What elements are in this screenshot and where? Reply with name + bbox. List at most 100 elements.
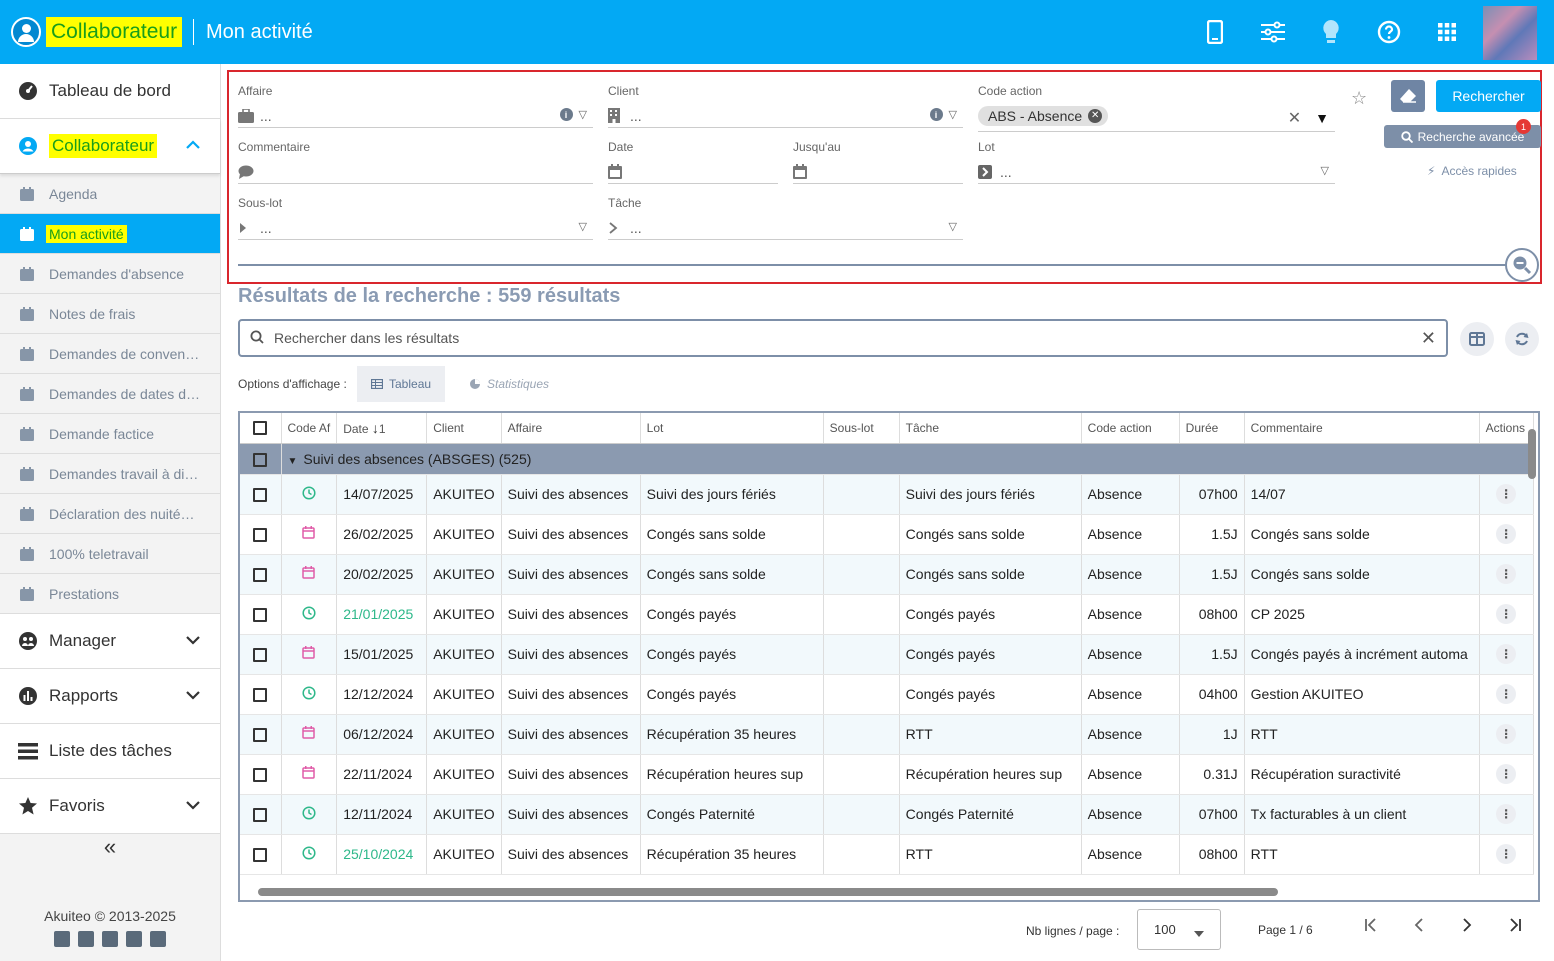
sidebar-item-sub[interactable]: Notes de frais	[0, 294, 220, 334]
date-field[interactable]: Date	[608, 140, 778, 184]
app-title[interactable]: Collaborateur	[46, 17, 183, 47]
facebook-icon[interactable]	[126, 931, 142, 947]
tab-tableau[interactable]: Tableau	[357, 366, 446, 402]
vertical-scrollbar[interactable]	[1528, 429, 1536, 479]
column-header[interactable]: Durée	[1179, 413, 1245, 444]
table-row[interactable]: 26/02/2025 AKUITEO Suivi des absences Congé…	[240, 514, 1534, 555]
dropdown-caret-icon[interactable]: ▽	[948, 109, 957, 121]
table-row[interactable]: 12/12/2024 AKUITEO Suivi des absences Congé…	[240, 674, 1534, 715]
table-row[interactable]: 25/10/2024 AKUITEO Suivi des absences Récup…	[240, 834, 1534, 875]
chevron-up-icon[interactable]	[186, 137, 200, 155]
sidebar-item-sub[interactable]: Demandes travail à di…	[0, 454, 220, 494]
linkedin-icon[interactable]	[102, 931, 118, 947]
more-actions-icon[interactable]: ⋮	[1496, 484, 1517, 504]
clear-icon[interactable]: ✕	[1287, 110, 1302, 127]
lot-field[interactable]: Lot ... ▽	[978, 140, 1335, 184]
more-actions-icon[interactable]: ⋮	[1496, 684, 1517, 704]
sidebar-item-sub[interactable]: Mon activité	[0, 214, 220, 254]
row-checkbox[interactable]	[240, 514, 282, 555]
row-checkbox[interactable]	[240, 554, 282, 595]
clear-icon[interactable]: ✕	[1420, 328, 1436, 348]
tache-field[interactable]: Tâche ... ▽	[608, 196, 963, 240]
row-checkbox[interactable]	[240, 594, 282, 635]
rechercher-button[interactable]: Rechercher	[1436, 80, 1541, 112]
refresh-button[interactable]	[1505, 322, 1539, 356]
column-header[interactable]: Client	[426, 413, 502, 444]
table-row[interactable]: 12/11/2024 AKUITEO Suivi des absences Congé…	[240, 794, 1534, 835]
chevron-down-icon[interactable]	[186, 687, 200, 705]
row-checkbox[interactable]	[240, 834, 282, 875]
column-header[interactable]: Lot	[640, 413, 824, 444]
table-row[interactable]: 22/11/2024 AKUITEO Suivi des absences Récup…	[240, 754, 1534, 795]
group-checkbox[interactable]	[240, 443, 282, 475]
collapse-sidebar-button[interactable]: «	[103, 834, 117, 859]
more-actions-icon[interactable]: ⋮	[1496, 844, 1517, 864]
mobile-icon[interactable]	[1201, 18, 1229, 46]
column-header[interactable]: Affaire	[501, 413, 641, 444]
table-row[interactable]: 20/02/2025 AKUITEO Suivi des absences Congé…	[240, 554, 1534, 595]
columns-button[interactable]	[1460, 322, 1494, 356]
code-action-chip[interactable]: ABS - Absence ✕	[978, 105, 1109, 126]
column-header[interactable]: Code Af	[281, 413, 338, 444]
results-search-input[interactable]: Rechercher dans les résultats ✕	[238, 319, 1448, 357]
apps-grid-icon[interactable]	[1433, 18, 1461, 46]
bluesky-icon[interactable]	[78, 931, 94, 947]
chevron-down-icon[interactable]	[186, 797, 200, 815]
rows-per-page-select[interactable]: 100	[1137, 909, 1221, 950]
user-circle-icon[interactable]	[11, 17, 41, 47]
tab-statistiques[interactable]: Statistiques	[455, 366, 563, 402]
akuiteo-icon[interactable]	[54, 931, 70, 947]
sidebar-item-sub[interactable]: Demandes d'absence	[0, 254, 220, 294]
sidebar-item-sub[interactable]: Demande factice	[0, 414, 220, 454]
table-row[interactable]: 14/07/2025 AKUITEO Suivi des absences Suivi…	[240, 474, 1534, 515]
table-row[interactable]: 06/12/2024 AKUITEO Suivi des absences Récup…	[240, 714, 1534, 755]
row-checkbox[interactable]	[240, 754, 282, 795]
dropdown-caret-icon[interactable]: ▽	[578, 221, 587, 233]
sidebar-item-dashboard[interactable]: Tableau de bord	[0, 64, 220, 119]
quick-access-link[interactable]: ⚡ Accès rapides	[1427, 164, 1517, 178]
sidebar-item-sub[interactable]: 100% teletravail	[0, 534, 220, 574]
table-row[interactable]: 21/01/2025 AKUITEO Suivi des absences Congé…	[240, 594, 1534, 635]
sliders-icon[interactable]	[1259, 18, 1287, 46]
column-header-date[interactable]: Date ↓1	[336, 413, 428, 444]
help-icon[interactable]	[1375, 18, 1403, 46]
affaire-field[interactable]: Affaire ... i ▽	[238, 84, 593, 128]
favorite-star-icon[interactable]: ☆	[1351, 88, 1368, 108]
column-header[interactable]: Code action	[1081, 413, 1180, 444]
sidebar-item-taches[interactable]: Liste des tâches	[0, 724, 220, 779]
row-checkbox[interactable]	[240, 794, 282, 835]
more-actions-icon[interactable]: ⋮	[1496, 724, 1517, 744]
more-actions-icon[interactable]: ⋮	[1496, 564, 1517, 584]
column-header[interactable]: Sous-lot	[823, 413, 900, 444]
info-icon[interactable]: i	[929, 108, 943, 121]
more-actions-icon[interactable]: ⋮	[1496, 764, 1517, 784]
sidebar-item-sub[interactable]: Demandes de conven…	[0, 334, 220, 374]
previous-page-icon[interactable]	[1414, 918, 1424, 937]
more-actions-icon[interactable]: ⋮	[1496, 604, 1517, 624]
table-row[interactable]: 15/01/2025 AKUITEO Suivi des absences Congé…	[240, 634, 1534, 675]
row-checkbox[interactable]	[240, 634, 282, 675]
row-checkbox[interactable]	[240, 474, 282, 515]
column-header[interactable]: Tâche	[899, 413, 1082, 444]
sidebar-item-sub[interactable]: Déclaration des nuité…	[0, 494, 220, 534]
more-actions-icon[interactable]: ⋮	[1496, 644, 1517, 664]
jusquau-field[interactable]: Jusqu'au	[793, 140, 963, 184]
dropdown-caret-icon[interactable]: ▽	[578, 109, 587, 121]
sidebar-item-sub[interactable]: Prestations	[0, 574, 220, 614]
sidebar-item-sub[interactable]: Agenda	[0, 174, 220, 214]
sidebar-item-rapports[interactable]: Rapports	[0, 669, 220, 724]
dropdown-caret-icon[interactable]: ▽	[1320, 165, 1329, 177]
commentaire-field[interactable]: Commentaire	[238, 140, 593, 184]
last-page-icon[interactable]	[1508, 918, 1522, 937]
first-page-icon[interactable]	[1364, 918, 1378, 937]
more-actions-icon[interactable]: ⋮	[1496, 524, 1517, 544]
caret-down-icon[interactable]: ▼	[287, 455, 298, 467]
sidebar-item-favoris[interactable]: Favoris	[0, 779, 220, 834]
sidebar-item-sub[interactable]: Demandes de dates d…	[0, 374, 220, 414]
chevron-down-icon[interactable]	[186, 632, 200, 650]
row-checkbox[interactable]	[240, 714, 282, 755]
group-row[interactable]: ▼ Suivi des absences (ABSGES) (525)	[240, 443, 1534, 475]
dropdown-caret-icon[interactable]: ▽	[948, 221, 957, 233]
column-header[interactable]: Commentaire	[1244, 413, 1480, 444]
client-field[interactable]: Client ... i ▽	[608, 84, 963, 128]
